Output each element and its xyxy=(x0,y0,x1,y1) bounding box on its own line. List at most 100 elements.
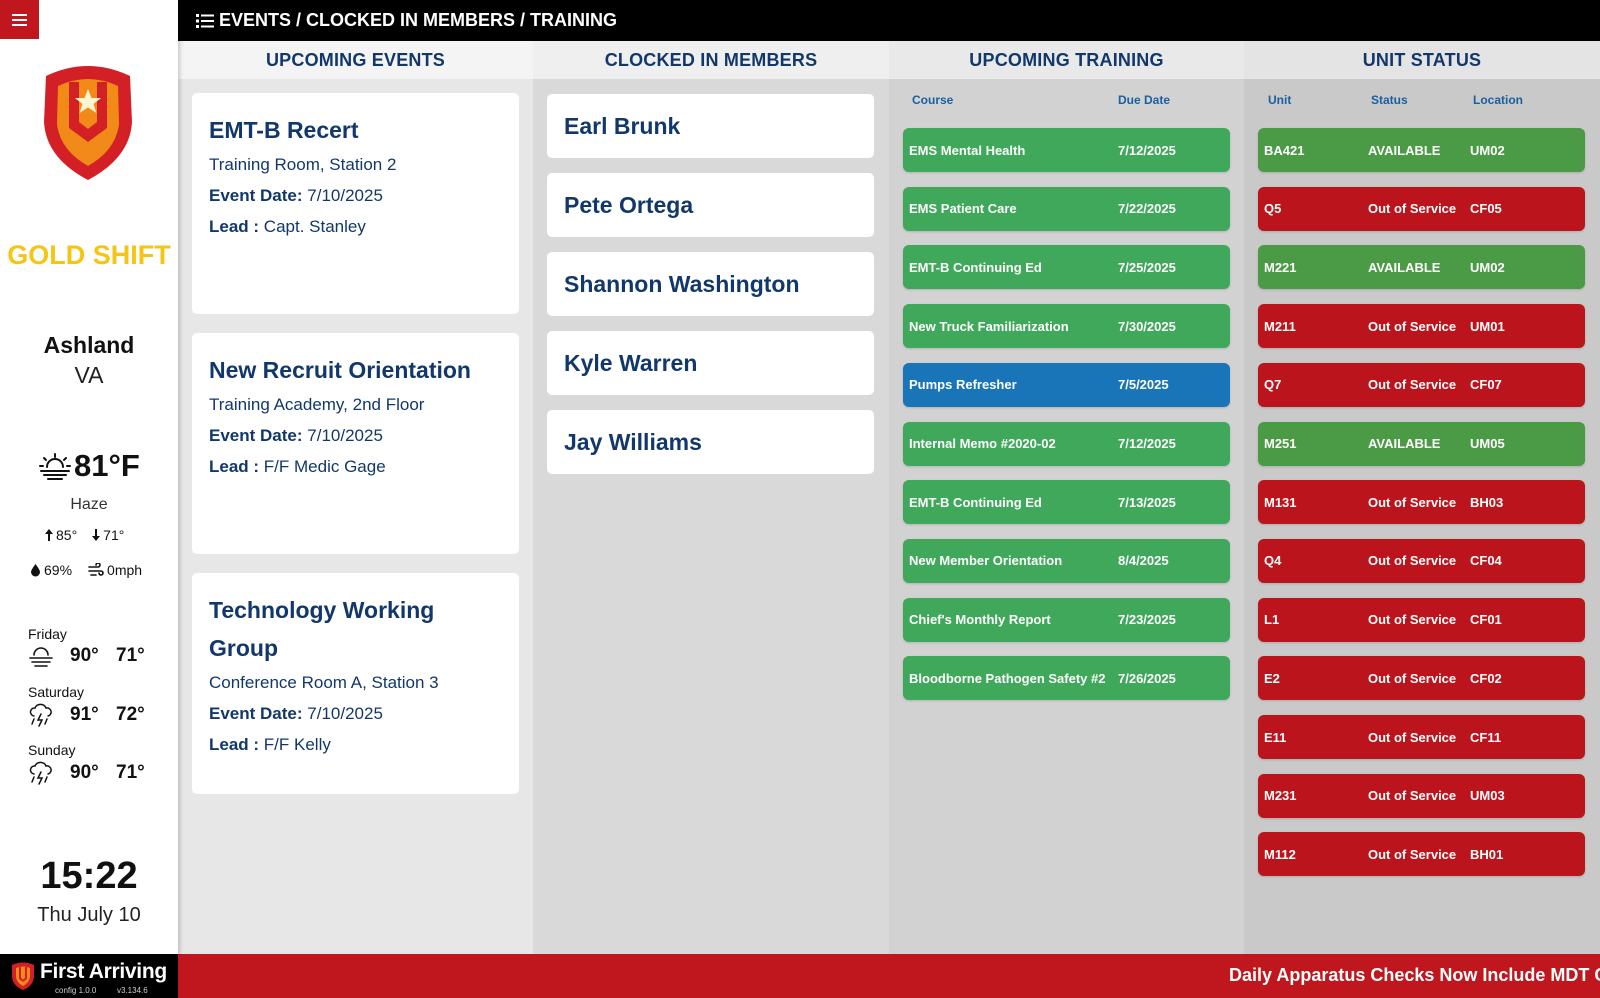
training-due-date: 7/5/2025 xyxy=(1118,377,1169,393)
wind-value: 0mph xyxy=(107,562,143,578)
unit-row[interactable]: L1 Out of Service CF01 xyxy=(1258,597,1585,642)
unit-location: UM01 xyxy=(1470,318,1505,334)
training-row[interactable]: New Truck Familiarization 7/30/2025 xyxy=(903,304,1230,349)
wind: 0mph xyxy=(88,562,142,578)
unit-row[interactable]: M221 AVAILABLE UM02 xyxy=(1258,245,1585,290)
unit-status: Out of Service xyxy=(1368,201,1457,217)
weather-condition: Haze xyxy=(70,496,108,513)
event-lead-label: Lead : xyxy=(209,735,260,754)
hamburger-menu-icon[interactable] xyxy=(0,0,39,39)
upcoming-training-column: UPCOMING TRAINING Course Due Date EMS Me… xyxy=(889,41,1244,954)
unit-header-unit: Unit xyxy=(1268,93,1292,107)
config-version: config 1.0.0 xyxy=(55,986,97,995)
event-lead-line: Lead : Capt. Stanley xyxy=(209,211,502,242)
event-date-line: Event Date: 7/10/2025 xyxy=(209,698,502,729)
unit-location: CF07 xyxy=(1470,377,1502,393)
member-card[interactable]: Pete Ortega xyxy=(547,173,874,237)
app-version: v3.134.6 xyxy=(117,986,148,995)
unit-row[interactable]: M251 AVAILABLE UM05 xyxy=(1258,421,1585,466)
high-temp: 85° xyxy=(44,527,77,543)
event-date: 7/10/2025 xyxy=(307,186,383,205)
unit-row[interactable]: E11 Out of Service CF11 xyxy=(1258,715,1585,759)
forecast-day-friday: Friday 90° 71° xyxy=(28,626,158,667)
fog-icon xyxy=(29,647,53,667)
training-row[interactable]: Bloodborne Pathogen Safety #2 7/26/2025 xyxy=(903,656,1230,701)
unit-row[interactable]: BA421 AVAILABLE UM02 xyxy=(1258,128,1585,172)
forecast-day-sunday: Sunday 90° 71° xyxy=(28,742,158,785)
training-course: EMS Patient Care xyxy=(909,201,1017,217)
unit-unit: E2 xyxy=(1264,670,1280,686)
unit-row[interactable]: Q7 Out of Service CF07 xyxy=(1258,362,1585,407)
event-date-label: Event Date: xyxy=(209,186,303,205)
event-lead-label: Lead : xyxy=(209,457,260,476)
member-card[interactable]: Kyle Warren xyxy=(547,331,874,395)
unit-row[interactable]: M131 Out of Service BH03 xyxy=(1258,480,1585,525)
unit-status: Out of Service xyxy=(1368,494,1457,510)
low-temp: 71° xyxy=(91,527,124,543)
event-location: Training Room, Station 2 xyxy=(209,155,397,174)
training-row[interactable]: New Member Orientation 8/4/2025 xyxy=(903,538,1230,583)
unit-unit: M221 xyxy=(1264,259,1297,275)
unit-unit: BA421 xyxy=(1264,142,1305,158)
unit-unit: Q5 xyxy=(1264,201,1282,217)
event-card[interactable]: Technology Working Group Conference Room… xyxy=(192,573,519,794)
training-row[interactable]: EMS Mental Health 7/12/2025 xyxy=(903,128,1230,172)
clocked-in-members-column: CLOCKED IN MEMBERS Earl Brunk Pete Orteg… xyxy=(533,41,889,954)
unit-row[interactable]: Q5 Out of Service CF05 xyxy=(1258,186,1585,231)
breadcrumb: EVENTS / CLOCKED IN MEMBERS / TRAINING xyxy=(219,10,618,30)
brand-block: First Arriving config 1.0.0 v3.134.6 xyxy=(0,954,178,998)
event-date-line: Event Date: 7/10/2025 xyxy=(209,420,502,451)
training-row[interactable]: Chief's Monthly Report 7/23/2025 xyxy=(903,597,1230,642)
unit-unit: M112 xyxy=(1264,846,1296,862)
event-card[interactable]: New Recruit Orientation Training Academy… xyxy=(192,333,519,554)
forecast-high: 91° xyxy=(70,704,99,725)
unit-status: Out of Service xyxy=(1368,612,1457,628)
training-due-date: 7/25/2025 xyxy=(1118,259,1176,275)
event-title-line-2: Group xyxy=(209,635,278,661)
unit-status: Out of Service xyxy=(1368,377,1457,393)
unit-unit: M211 xyxy=(1264,318,1296,334)
training-row[interactable]: EMT-B Continuing Ed 7/13/2025 xyxy=(903,480,1230,525)
member-card[interactable]: Jay Williams xyxy=(547,410,874,474)
unit-location: BH03 xyxy=(1470,494,1504,510)
training-due-date: 7/22/2025 xyxy=(1118,201,1176,217)
unit-row[interactable]: E2 Out of Service CF02 xyxy=(1258,656,1585,701)
humidity: 69% xyxy=(30,562,72,578)
low-temp-value: 71° xyxy=(103,527,125,543)
training-due-date: 7/23/2025 xyxy=(1118,612,1176,628)
event-location: Conference Room A, Station 3 xyxy=(209,673,439,692)
event-date-line: Event Date: 7/10/2025 xyxy=(209,180,502,211)
unit-row[interactable]: M112 Out of Service BH01 xyxy=(1258,832,1585,877)
unit-location: BH01 xyxy=(1470,846,1504,862)
training-course: EMT-B Continuing Ed xyxy=(909,259,1042,275)
unit-status: AVAILABLE xyxy=(1368,436,1441,451)
training-due-date: 7/12/2025 xyxy=(1118,436,1176,451)
upcoming-events-column: UPCOMING EVENTS EMT-B Recert Training Ro… xyxy=(178,41,533,954)
forecast-low: 71° xyxy=(116,762,145,783)
event-date: 7/10/2025 xyxy=(307,426,383,445)
high-temp-value: 85° xyxy=(56,527,78,543)
member-card[interactable]: Earl Brunk xyxy=(547,94,874,158)
hazy-sun-icon xyxy=(39,453,71,480)
training-course: Bloodborne Pathogen Safety #2 xyxy=(909,670,1106,686)
forecast-low: 72° xyxy=(116,704,145,725)
event-card[interactable]: EMT-B Recert Training Room, Station 2 Ev… xyxy=(192,93,519,314)
training-row[interactable]: Internal Memo #2020-02 7/12/2025 xyxy=(903,421,1230,466)
training-course: New Member Orientation xyxy=(909,553,1063,569)
event-lead: Capt. Stanley xyxy=(263,217,366,236)
training-row[interactable]: EMS Patient Care 7/22/2025 xyxy=(903,186,1230,231)
training-row[interactable]: EMT-B Continuing Ed 7/25/2025 xyxy=(903,245,1230,290)
training-row[interactable]: Pumps Refresher 7/5/2025 xyxy=(903,362,1230,407)
unit-row[interactable]: M211 Out of Service UM01 xyxy=(1258,304,1585,349)
unit-row[interactable]: M231 Out of Service UM03 xyxy=(1258,773,1585,818)
column-header-events: UPCOMING EVENTS xyxy=(178,41,533,79)
member-card[interactable]: Shannon Washington xyxy=(547,252,874,316)
forecast-low: 71° xyxy=(116,645,145,666)
unit-unit: M251 xyxy=(1264,436,1297,451)
event-date-label: Event Date: xyxy=(209,426,303,445)
unit-row[interactable]: Q4 Out of Service CF04 xyxy=(1258,538,1585,583)
unit-unit: L1 xyxy=(1264,612,1280,628)
event-location: Training Academy, 2nd Floor xyxy=(209,395,425,414)
training-due-date: 7/13/2025 xyxy=(1118,494,1176,510)
unit-unit: Q4 xyxy=(1264,553,1282,569)
